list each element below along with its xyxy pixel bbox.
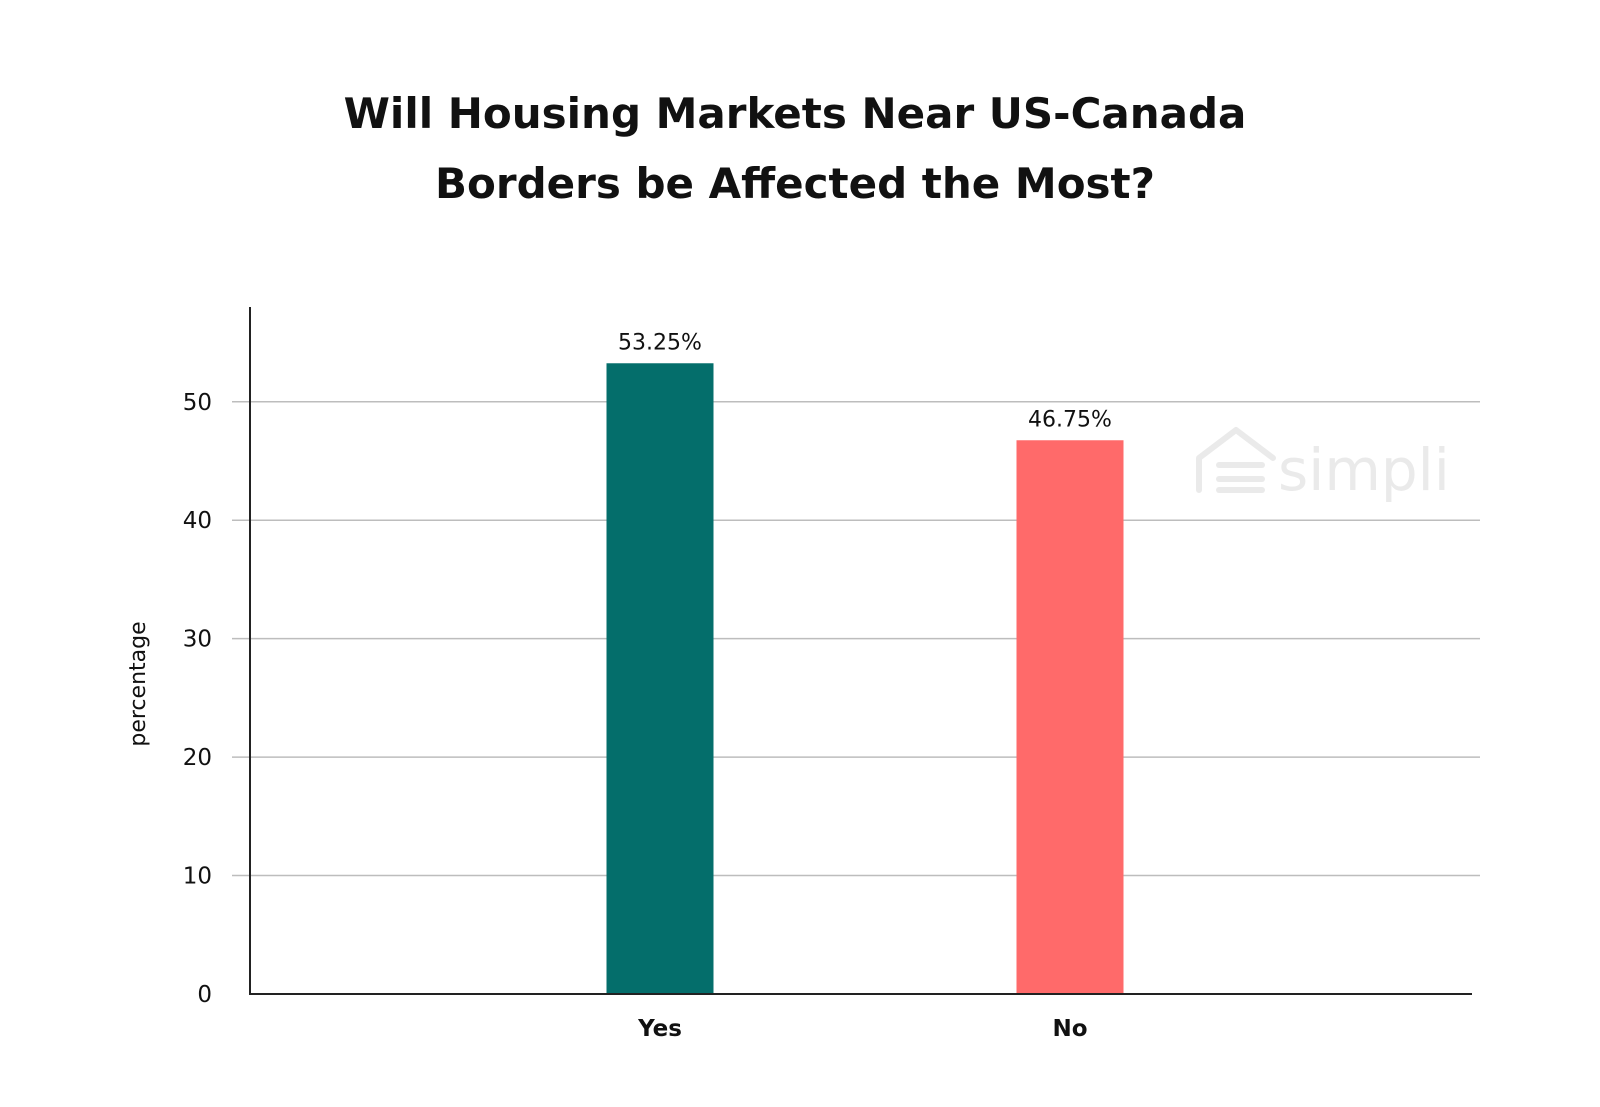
y-tick-label: 40 <box>183 508 212 534</box>
x-category-label-yes: Yes <box>637 1016 682 1042</box>
labels: 0 10 20 30 40 50 53.25% Yes 46.75% No <box>183 330 1112 1042</box>
y-tick-label: 10 <box>183 864 212 890</box>
axes <box>249 307 1472 995</box>
bars <box>606 363 1124 995</box>
y-tick-label: 0 <box>197 982 212 1008</box>
bar-no <box>1016 440 1124 995</box>
house-logo-icon <box>1196 427 1276 493</box>
y-axis-title: percentage <box>126 621 151 746</box>
y-tick-label: 30 <box>183 627 212 653</box>
chart-title-line-1: Will Housing Markets Near US-Canada <box>344 89 1247 138</box>
y-tick-label: 50 <box>183 390 212 416</box>
data-label-yes: 53.25% <box>618 330 702 355</box>
y-tick-label: 20 <box>183 745 212 771</box>
bar-yes <box>606 363 714 994</box>
x-category-label-no: No <box>1052 1016 1087 1042</box>
data-label-no: 46.75% <box>1028 407 1112 432</box>
gridlines <box>232 401 1480 877</box>
chart-title-line-2: Borders be Affected the Most? <box>435 159 1155 208</box>
watermark-text: simpli <box>1278 436 1450 504</box>
brand-watermark: simpli <box>1196 427 1450 504</box>
